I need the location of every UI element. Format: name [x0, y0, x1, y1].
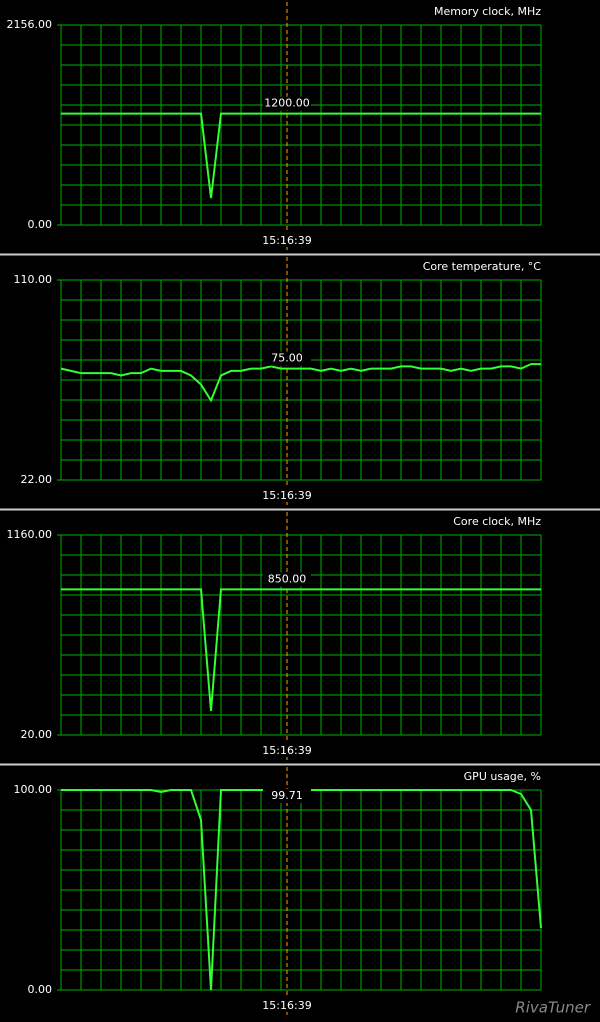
chart-title: GPU usage, %: [464, 770, 541, 783]
cursor-value: 99.71: [271, 789, 303, 802]
cursor-value: 850.00: [268, 572, 307, 585]
y-tick-label: 100.00: [14, 783, 53, 796]
cursor-value-bg: [263, 572, 311, 587]
watermark: RivaTuner: [515, 999, 591, 1017]
chart-title: Core clock, MHz: [453, 515, 541, 528]
chart-title: Memory clock, MHz: [434, 5, 541, 18]
cursor-time-bg: [259, 488, 315, 502]
y-tick-label: 20.00: [21, 728, 53, 741]
y-tick-label: 110.00: [14, 273, 53, 286]
series-line: [61, 588, 541, 712]
cursor-time: 15:16:39: [262, 744, 311, 757]
cursor-value: 75.00: [271, 352, 303, 365]
cursor-value: 1200.00: [264, 97, 310, 110]
cursor-time-bg: [259, 233, 315, 247]
cursor-time: 15:16:39: [262, 999, 311, 1012]
series-line: [61, 112, 541, 199]
y-tick-label: 0.00: [28, 983, 53, 996]
cursor-time: 15:16:39: [262, 489, 311, 502]
chart-title: Core temperature, °C: [423, 260, 542, 273]
cursor-value-bg: [263, 96, 311, 111]
series-line: [60, 363, 541, 403]
y-tick-label: 0.00: [28, 218, 53, 231]
cursor-time-bg: [259, 743, 315, 757]
cursor-value-bg: [263, 351, 311, 366]
cursor-time: 15:16:39: [262, 234, 311, 247]
cursor-time-bg: [259, 998, 315, 1012]
y-tick-label: 22.00: [21, 473, 53, 486]
y-tick-label: 2156.00: [7, 18, 53, 31]
y-tick-label: 1160.00: [7, 528, 53, 541]
cursor-value-bg: [263, 789, 311, 803]
